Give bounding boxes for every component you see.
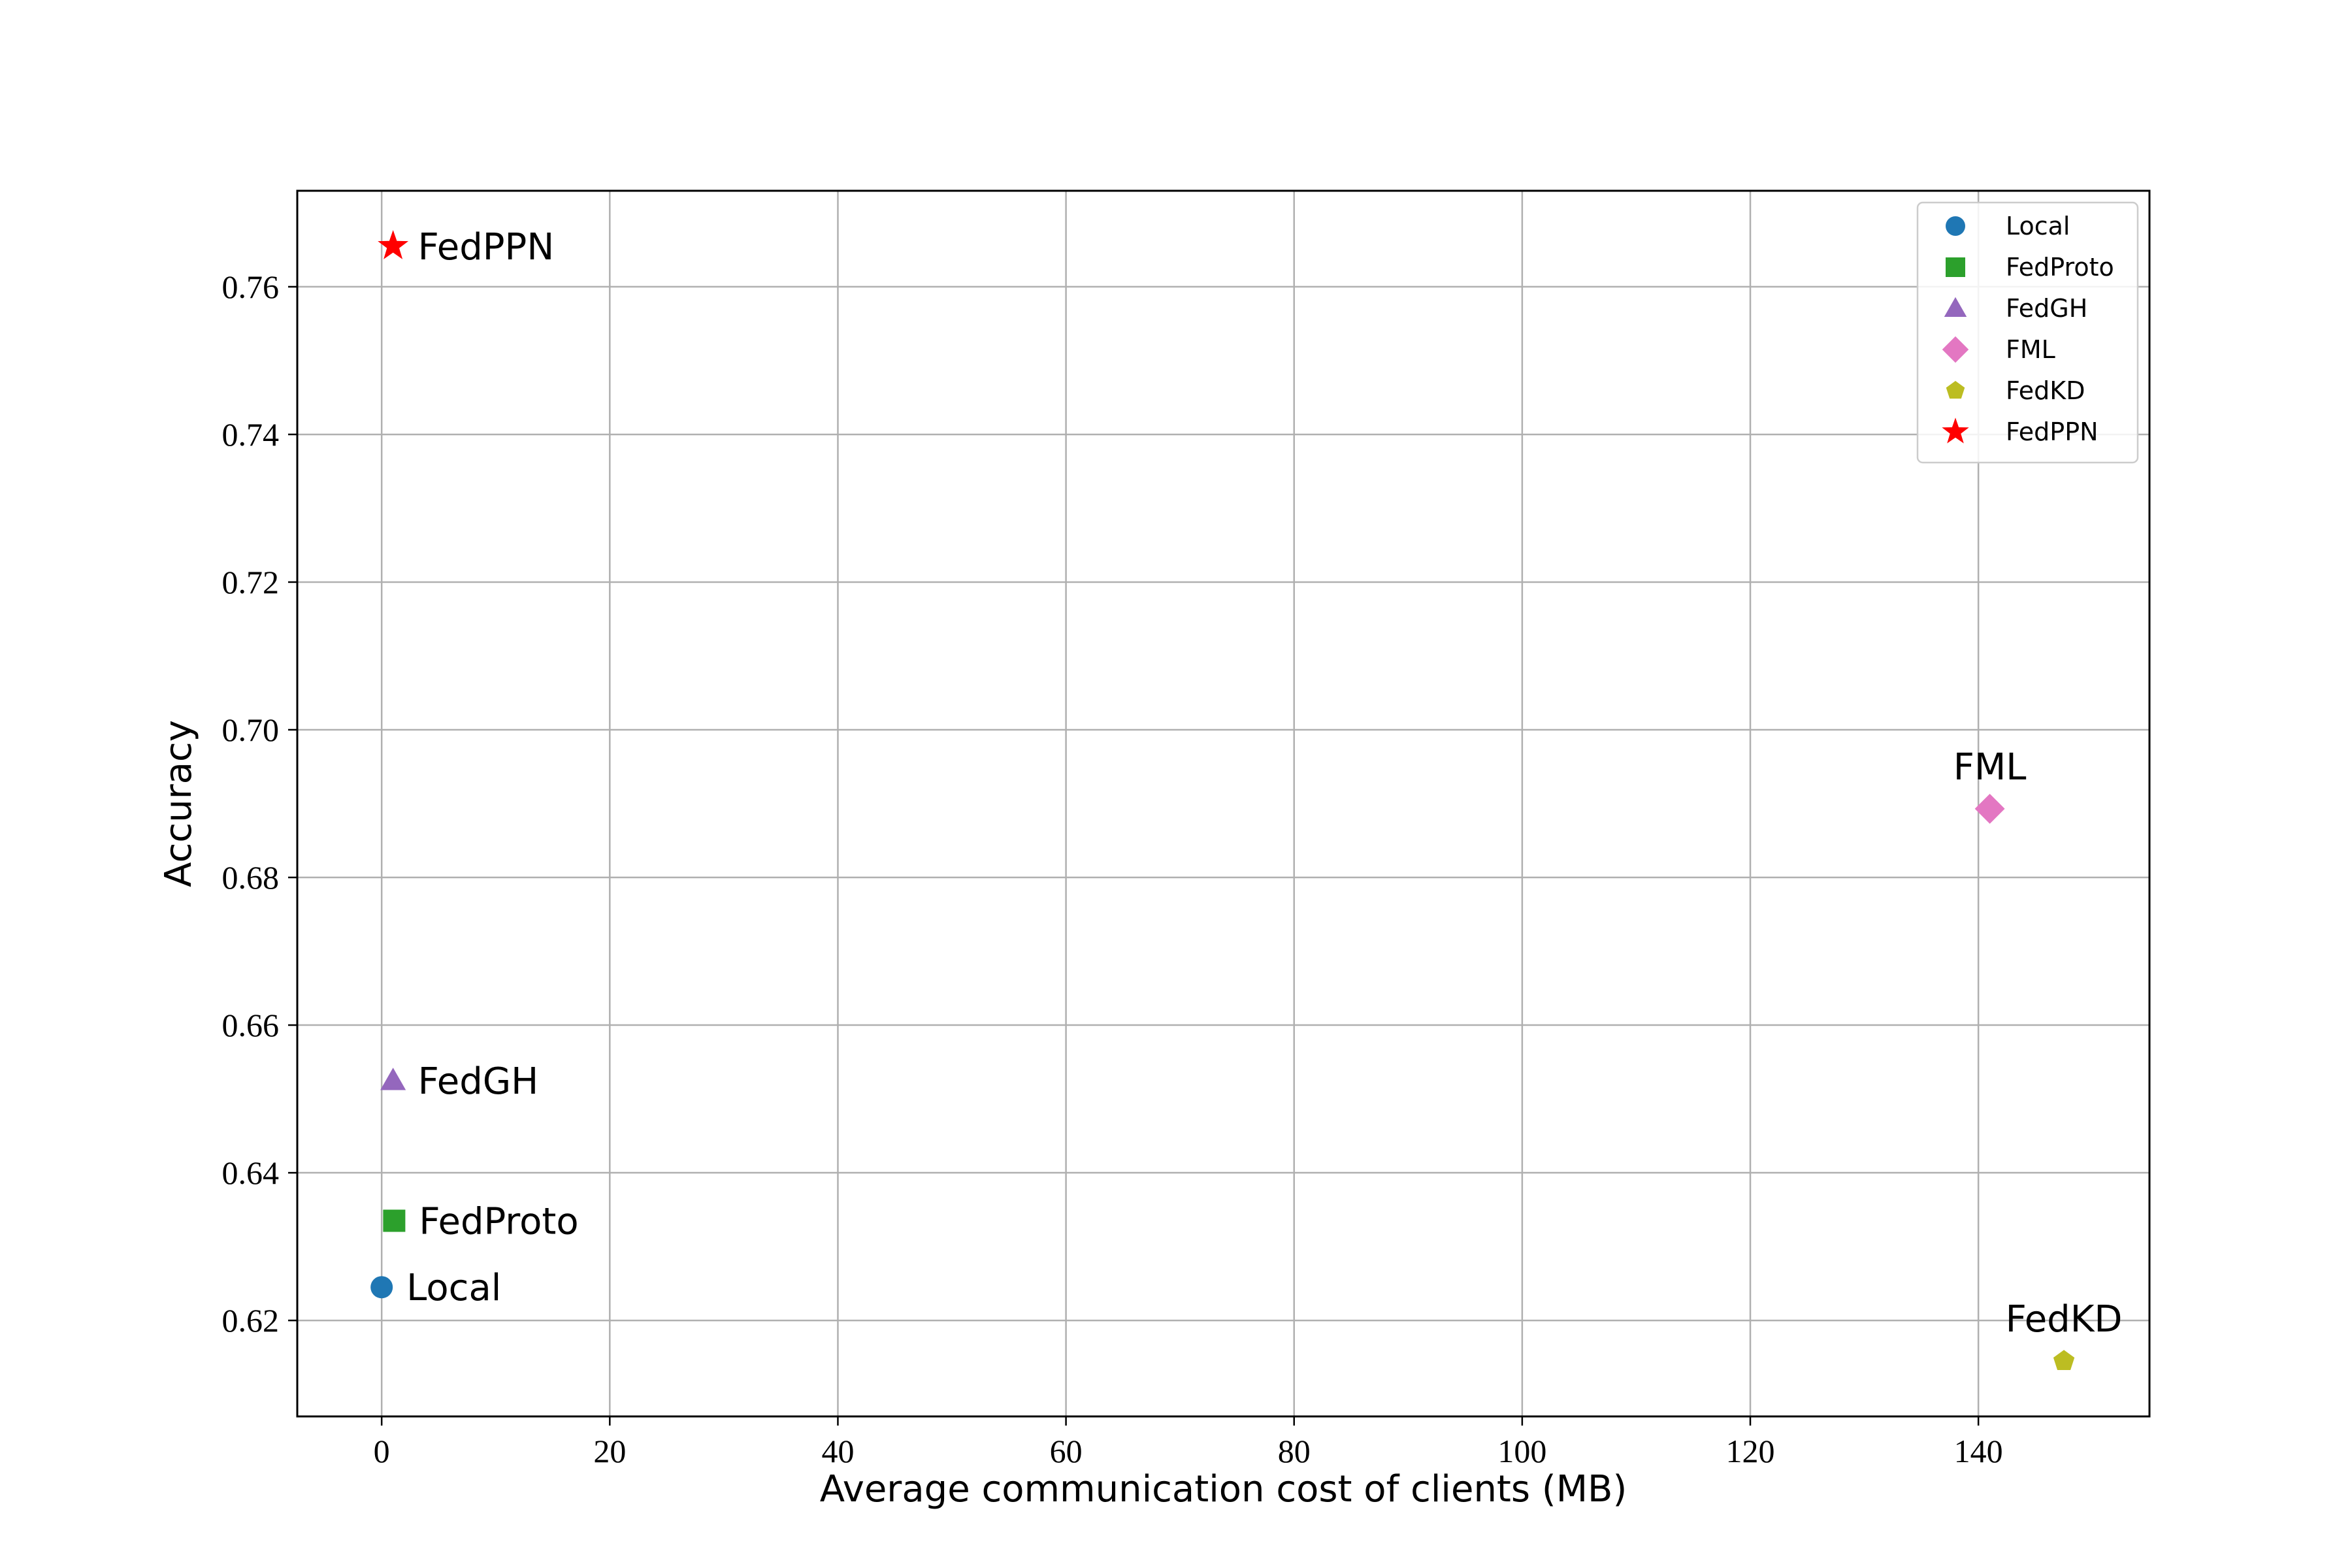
data-point-fedppn [378, 230, 409, 259]
legend-marker-fedproto [1946, 257, 1965, 277]
data-points [370, 230, 2075, 1370]
x-axis-label: Average communication cost of clients (M… [820, 1468, 1627, 1511]
data-point-fedgh [380, 1068, 406, 1090]
point-label-fedkd: FedKD [2006, 1298, 2123, 1341]
x-tick-label: 100 [1497, 1433, 1546, 1469]
legend-label-fedkd: FedKD [2006, 376, 2085, 405]
y-tick-label: 0.70 [222, 711, 280, 748]
y-tick-label: 0.64 [222, 1154, 280, 1191]
x-tick-label: 0 [374, 1433, 390, 1469]
point-label-fedppn: FedPPN [418, 226, 555, 269]
y-tick-label: 0.72 [222, 564, 280, 600]
data-point-local [370, 1276, 393, 1299]
axis-ticks: 0 20 40 60 80 100 120 140 0.62 0.64 0.66 0.68 0.70 0.… [222, 269, 2003, 1469]
x-tick-label: 120 [1726, 1433, 1775, 1469]
y-tick-label: 0.62 [222, 1302, 280, 1339]
legend: Local FedProto FedGH FML FedKD FedPPN [1916, 201, 2139, 464]
legend-label-fml: FML [2006, 335, 2055, 364]
y-tick-label: 0.68 [222, 859, 280, 896]
legend-label-fedppn: FedPPN [2006, 417, 2099, 446]
x-tick-label: 20 [593, 1433, 626, 1469]
y-tick-label: 0.76 [222, 269, 280, 305]
point-label-fml: FML [1953, 746, 2027, 789]
x-tick-label: 140 [1954, 1433, 2003, 1469]
point-label-local: Local [406, 1267, 501, 1309]
data-point-fml [1974, 793, 2005, 824]
plot-frame [296, 189, 2151, 1418]
legend-marker-fedgh [1944, 297, 1967, 317]
legend-marker-fedppn [1942, 417, 1969, 444]
legend-label-fedproto: FedProto [2006, 253, 2114, 282]
y-tick-label: 0.74 [222, 416, 280, 453]
x-tick-label: 80 [1278, 1433, 1311, 1469]
point-annotations: Local FedProto FedGH FML FedKD FedPPN [406, 226, 2122, 1341]
legend-label-local: Local [2006, 212, 2070, 240]
point-label-fedproto: FedProto [419, 1201, 578, 1243]
data-point-fedproto [383, 1209, 406, 1232]
legend-marker-local [1946, 216, 1965, 236]
legend-label-fedgh: FedGH [2006, 294, 2087, 323]
point-label-fedgh: FedGH [418, 1060, 539, 1103]
y-tick-label: 0.66 [222, 1007, 280, 1043]
y-axis-label: Accuracy [157, 720, 200, 887]
legend-marker-fedkd [1946, 381, 1965, 399]
legend-marker-fml [1942, 336, 1969, 363]
data-point-fedkd [2053, 1350, 2075, 1370]
x-tick-label: 40 [821, 1433, 854, 1469]
legend-box [1916, 201, 2139, 464]
x-tick-label: 60 [1050, 1433, 1083, 1469]
